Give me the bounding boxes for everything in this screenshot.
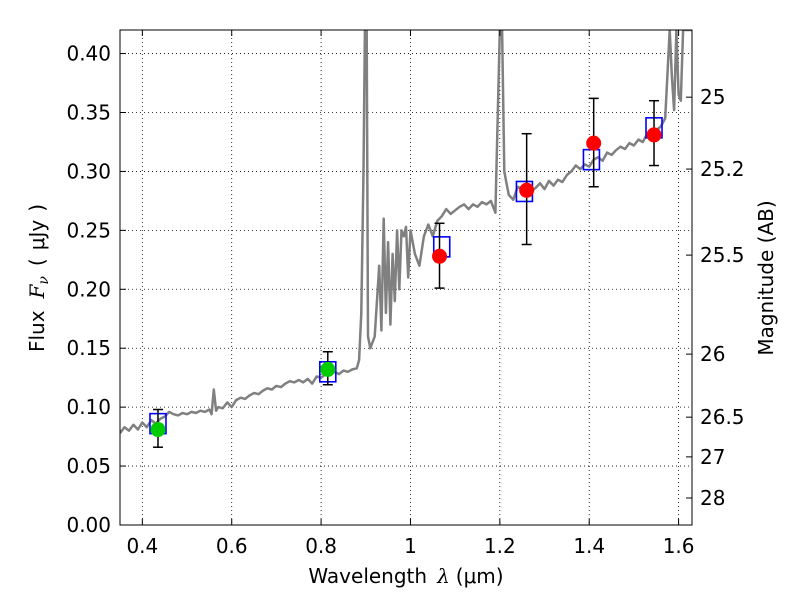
right-tick-label: 25.2 [700, 157, 745, 181]
y-tick-label: 0.10 [66, 395, 111, 419]
plot-frame [119, 29, 693, 526]
near-infrared-data-point [586, 135, 602, 151]
y-tick-label: 0.25 [66, 218, 111, 242]
y-tick-label: 0.35 [66, 101, 111, 125]
x-axis-label: Wavelength λ (μm) [308, 564, 503, 588]
optical-data-point [150, 422, 166, 438]
plot-area [120, 30, 692, 448]
right-tick-label: 28 [700, 486, 725, 510]
x-tick-label: 1 [404, 534, 417, 558]
near-infrared-data-point [519, 182, 535, 198]
axis-ticks: 0.4 0.6 0.8 1 1.2 1.4 1.6 0.00 0.05 0.10 0.15 0.20 0… [66, 30, 745, 558]
right-tick-label: 25 [700, 85, 725, 109]
right-tick-label: 26 [700, 342, 725, 366]
optical-data-point [320, 361, 336, 377]
x-tick-label: 0.4 [126, 534, 158, 558]
x-tick-label: 1.2 [484, 534, 516, 558]
model-photometry-square [582, 148, 601, 171]
right-tick-label: 26.5 [700, 405, 745, 429]
x-tick-label: 1.4 [573, 534, 605, 558]
y-axis-label: FluxFν(μJy) [25, 204, 52, 352]
right-tick-label: 25.5 [700, 243, 745, 267]
near-infrared-data-point [646, 127, 662, 143]
x-tick-label: 0.6 [216, 534, 248, 558]
y-tick-label: 0.30 [66, 159, 111, 183]
y-tick-label: 0.15 [66, 336, 111, 360]
y-tick-label: 0.40 [66, 42, 111, 66]
x-tick-label: 0.8 [305, 534, 337, 558]
grid [120, 30, 692, 526]
y-tick-label: 0.20 [66, 277, 111, 301]
right-tick-label: 27 [700, 445, 725, 469]
near-infrared-data-point [432, 248, 448, 264]
y-tick-label: 0.05 [66, 454, 111, 478]
right-axis-label: Magnitude (AB) [754, 200, 778, 355]
x-tick-label: 1.6 [663, 534, 695, 558]
model-spectrum-line [120, 30, 692, 434]
y-tick-label: 0.00 [66, 513, 111, 537]
